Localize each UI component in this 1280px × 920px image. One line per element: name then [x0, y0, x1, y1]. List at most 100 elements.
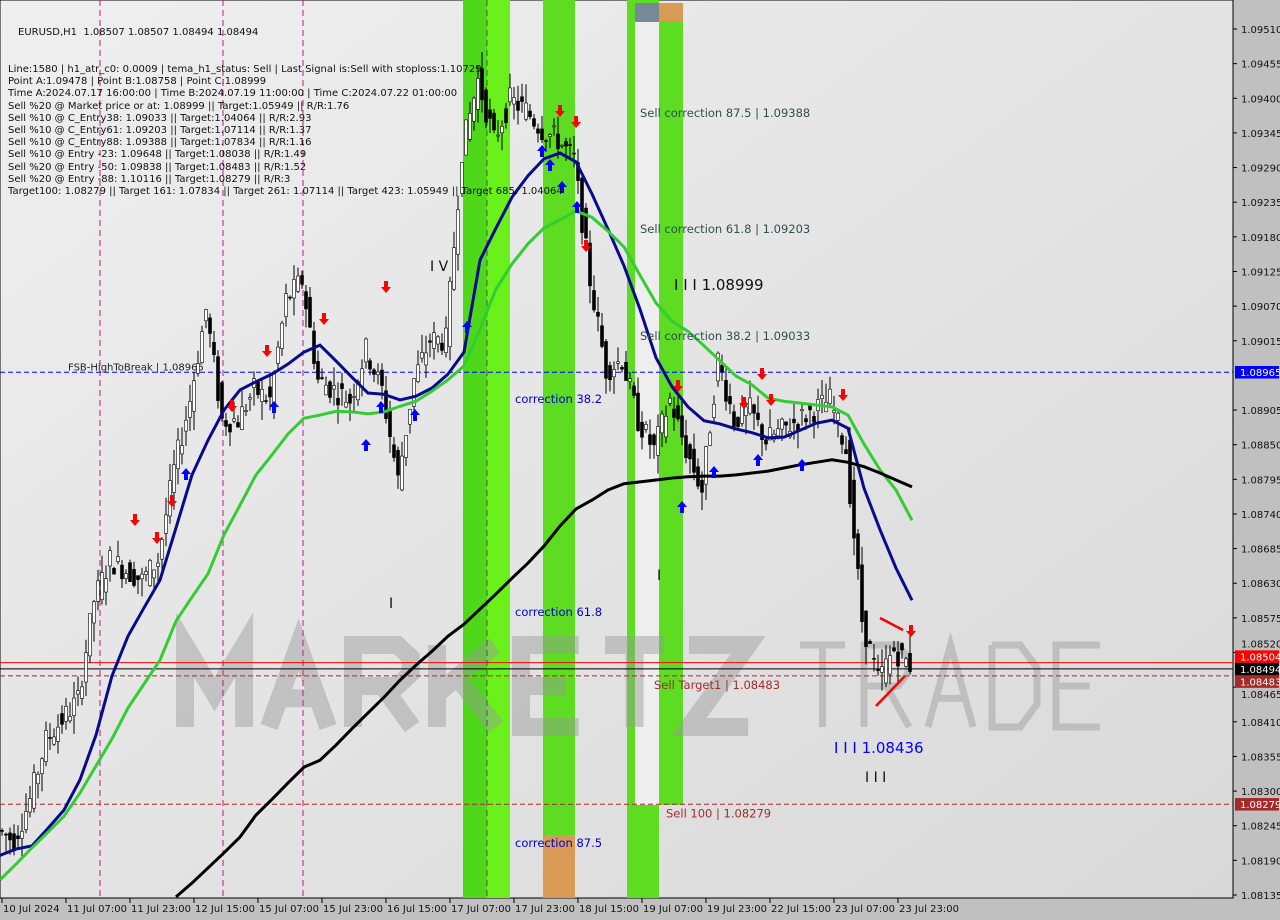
- candle-body: [428, 340, 432, 343]
- candle-body: [784, 421, 788, 426]
- price-tick-label: 1.08740: [1241, 510, 1280, 521]
- candle-body: [632, 385, 636, 396]
- candle-body: [276, 346, 280, 364]
- indicator-info-panel: EURUSD,H1 1.08507 1.08507 1.08494 1.0849…: [8, 3, 563, 210]
- price-level-axis-label: 1.08504: [1240, 652, 1280, 663]
- candle-body: [584, 207, 588, 239]
- candle-body: [792, 418, 796, 424]
- candle-body: [464, 119, 468, 156]
- signal-zone: [543, 835, 575, 898]
- candle-body: [120, 564, 124, 580]
- candle-body: [340, 383, 344, 389]
- time-tick-label: 15 Jul 23:00: [323, 904, 383, 915]
- candle-body: [860, 564, 864, 622]
- price-level-axis-badge: [1235, 798, 1279, 811]
- candle-body: [48, 737, 52, 739]
- time-tick-label: 12 Jul 15:00: [195, 904, 255, 915]
- time-axis[interactable]: [0, 899, 1234, 920]
- candle-body: [592, 290, 596, 311]
- candle-body: [364, 338, 368, 363]
- wave-i-label: I: [389, 596, 393, 612]
- candle-body: [844, 449, 848, 455]
- candle-body: [368, 360, 372, 370]
- candle-body: [748, 397, 752, 414]
- candle-body: [884, 658, 888, 684]
- price-levels: FSB-HighToBreak | 1.08965 Sell Target1 | …: [0, 362, 1233, 820]
- candle-body: [384, 390, 388, 419]
- candle-body: [232, 418, 236, 422]
- price-level-label: Sell Target1 | 1.08483: [654, 678, 780, 692]
- price-tick-label: 1.08245: [1241, 822, 1280, 833]
- candle-body: [180, 445, 184, 455]
- candle-body: [724, 380, 728, 402]
- candle-body: [900, 643, 904, 651]
- candle-body: [800, 409, 804, 412]
- price-level-axis-label: 1.08279: [1240, 800, 1280, 811]
- candle-body: [212, 342, 216, 356]
- buy-arrow-icon: [537, 145, 547, 157]
- candle-body: [892, 647, 896, 652]
- candle-body: [568, 144, 572, 146]
- candle-body: [588, 242, 592, 287]
- candle-body: [868, 640, 872, 644]
- candle-body: [544, 140, 548, 142]
- candle-body: [876, 668, 880, 671]
- info-line: Sell %20 @ Market price or at: 1.08999 |…: [8, 100, 350, 112]
- info-line: Sell %10 @ Entry -23: 1.09648 || Target:…: [8, 149, 307, 161]
- candle-body: [540, 128, 544, 141]
- candle-body: [612, 369, 616, 378]
- candle-body: [400, 455, 404, 491]
- candle-body: [644, 424, 648, 430]
- candle-body: [128, 562, 132, 582]
- candle-body: [396, 450, 400, 476]
- time-tick-label: 19 Jul 23:00: [707, 904, 767, 915]
- candle-body: [112, 567, 116, 575]
- candle-body: [492, 112, 496, 131]
- candle-body: [692, 448, 696, 473]
- candle-body: [392, 444, 396, 458]
- watermark-letter: [176, 612, 254, 727]
- candle-body: [548, 134, 552, 137]
- candle-body: [132, 569, 136, 586]
- candle-body: [716, 352, 720, 382]
- candle-body: [56, 726, 60, 742]
- price-tick-label: 1.08190: [1241, 856, 1280, 867]
- watermark-letter: [860, 641, 912, 727]
- candle-body: [416, 364, 420, 382]
- sell-correction-382: Sell correction 38.2 | 1.09033: [640, 329, 810, 343]
- sell-arrow-icon: [319, 313, 329, 325]
- candle-body: [500, 126, 504, 134]
- candle-body: [652, 434, 656, 446]
- sell-arrow-icon: [571, 116, 581, 128]
- sell-arrow-icon: [739, 397, 749, 409]
- candle-body: [700, 479, 704, 493]
- candle-body: [16, 835, 20, 840]
- candle-body: [808, 405, 812, 411]
- candle-body: [560, 145, 564, 147]
- price-axis[interactable]: [1234, 0, 1280, 920]
- price-tick-label: 1.09070: [1241, 302, 1280, 313]
- info-line: Target100: 1.08279 || Target 161: 1.0783…: [8, 186, 563, 198]
- candle-body: [664, 416, 668, 438]
- candle-body: [484, 89, 488, 123]
- wave-target-label: I I I 1.08436: [834, 739, 924, 757]
- price-tick-label: 1.09345: [1241, 129, 1280, 140]
- price-level-label: Sell 100 | 1.08279: [666, 806, 771, 820]
- candle-body: [116, 556, 120, 562]
- price-tick-label: 1.09400: [1241, 94, 1280, 105]
- moving-average-line: [0, 151, 914, 857]
- candle-body: [192, 380, 196, 412]
- candle-body: [880, 666, 884, 673]
- candle-body: [324, 384, 328, 396]
- candle-body: [532, 118, 536, 127]
- candle-body: [908, 652, 912, 672]
- candle-body: [744, 406, 748, 416]
- signal-zone: [487, 0, 510, 898]
- info-line: Sell %20 @ Entry -88: 1.10116 || Target:…: [8, 173, 291, 185]
- candle-body: [256, 381, 260, 395]
- candle-body: [304, 291, 308, 310]
- info-line: Line:1580 | h1_atr_c0: 0.0009 | tema_h1_…: [8, 64, 482, 76]
- candle-body: [656, 426, 660, 456]
- buy-arrow-icon: [462, 321, 472, 333]
